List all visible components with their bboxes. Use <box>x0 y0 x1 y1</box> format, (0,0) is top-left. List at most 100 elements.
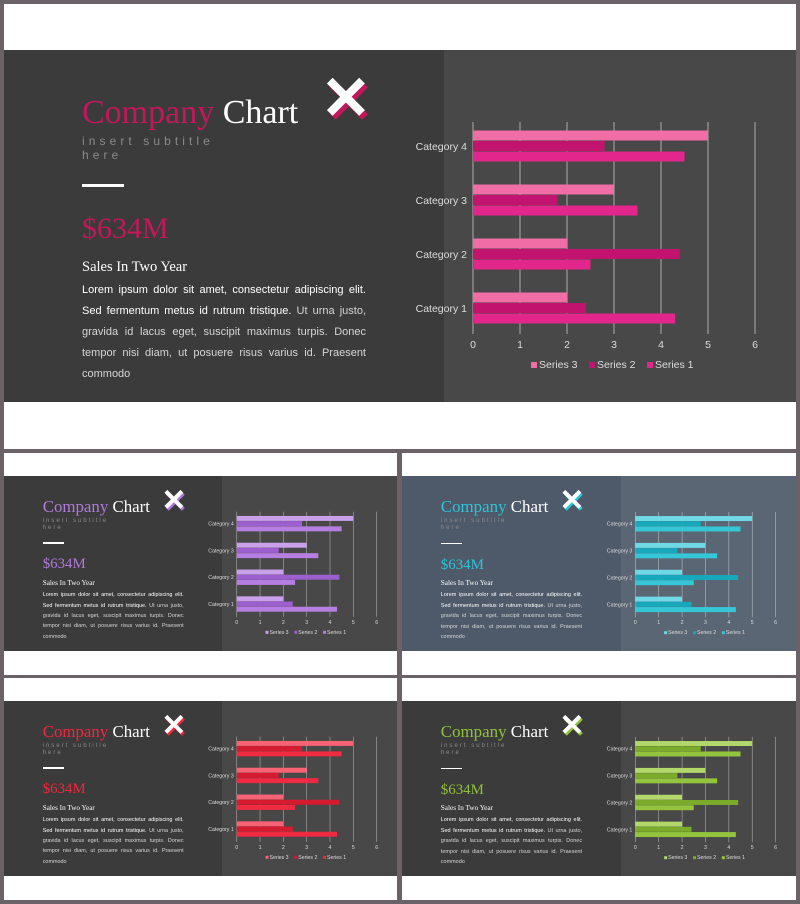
slide-card-red[interactable]: Company Chart insert subtitle here $634M Sa… <box>4 678 397 900</box>
x-tick-label: 2 <box>681 845 684 851</box>
category-label: Category 4 <box>208 747 234 753</box>
category-label: Category 4 <box>607 522 633 528</box>
x-tick-label: 0 <box>634 845 637 851</box>
sales-heading: Sales In Two Year <box>42 579 95 588</box>
body-lead-text: Lorem ipsum dolor sit amet, consectetur … <box>42 592 184 609</box>
bar-series-3-category-4 <box>635 516 753 522</box>
x-tick-label: 5 <box>352 845 355 851</box>
legend-label: Series 1 <box>726 630 745 636</box>
bar-series-3-category-3 <box>236 542 307 548</box>
bar-series-3-category-4 <box>236 515 354 521</box>
slide-background <box>4 701 397 876</box>
bar-series-1-category-2 <box>635 805 694 811</box>
bar-series-3-category-2 <box>236 794 284 800</box>
bar-series-3-category-1 <box>635 596 683 602</box>
body-rest-text: Ut urna justo, gravida id lacus eget, su… <box>440 602 583 641</box>
body-paragraph: Lorem ipsum dolor sit amet, consectetur … <box>43 590 184 642</box>
chart-panel-background <box>444 50 796 402</box>
bar-series-1-category-1 <box>635 607 736 613</box>
slide-card-purple[interactable]: Company Chart insert subtitle here $634M Sa… <box>4 453 397 675</box>
x-tick-label: 1 <box>657 620 660 626</box>
body-lead-text: Lorem ipsum dolor sit amet, consectetur … <box>82 284 366 317</box>
x-tick-label: 2 <box>564 339 570 351</box>
title-divider <box>42 767 64 769</box>
title-colored-word: Company <box>440 721 507 741</box>
legend-label: Series 3 <box>668 855 687 861</box>
slide-subtitle: insert subtitle here <box>42 743 109 757</box>
legend-label: Series 2 <box>597 359 636 371</box>
x-tick-label: 0 <box>634 620 637 626</box>
sales-amount: $634M <box>42 556 86 573</box>
body-lead-text: Lorem ipsum dolor sit amet, consectetur … <box>42 817 184 834</box>
legend-swatch <box>531 362 537 368</box>
chart-panel-background <box>620 476 796 651</box>
slide-title: Company Chart <box>82 96 298 130</box>
legend-label: Series 1 <box>655 359 694 371</box>
category-label: Category 3 <box>416 195 468 207</box>
title-colored-word: Company <box>42 496 109 516</box>
legend-swatch <box>664 856 668 860</box>
bar-series-3-category-2 <box>635 569 683 575</box>
slide-background <box>4 476 397 651</box>
bar-series-1-category-3 <box>635 553 718 559</box>
body-lead-text: Lorem ipsum dolor sit amet, consectetur … <box>440 817 583 834</box>
x-tick-label: 3 <box>704 620 707 626</box>
title-plain-word: Chart <box>222 94 299 131</box>
x-tick-label: 4 <box>329 620 332 626</box>
x-tick-label: 3 <box>305 845 308 851</box>
slide-green: Company Chart insert subtitle here $634M Sa… <box>402 701 796 876</box>
body-paragraph: Lorem ipsum dolor sit amet, consectetur … <box>43 815 184 867</box>
slide-background <box>402 476 796 651</box>
bar-series-2-category-1 <box>635 826 692 832</box>
bar-series-2-category-2 <box>635 574 739 580</box>
bar-series-1-category-1 <box>236 831 338 837</box>
category-label: Category 1 <box>208 827 234 833</box>
slide-card-teal[interactable]: Company Chart insert subtitle here $634M Sa… <box>402 453 796 675</box>
sales-heading: Sales In Two Year <box>440 579 493 588</box>
sales-heading: Sales In Two Year <box>42 804 95 813</box>
legend-label: Series 3 <box>269 630 288 636</box>
slide-subtitle: insert subtitle here <box>42 518 109 532</box>
slide-title: Company Chart <box>42 496 150 516</box>
x-mark-icon <box>326 77 368 120</box>
slide-main: Company Chart insert subtitle here $634M Sa… <box>4 50 796 402</box>
bar-series-2-category-3 <box>635 548 678 554</box>
bar-series-2-category-1 <box>236 601 293 607</box>
bar-series-2-category-4 <box>473 141 605 151</box>
sales-amount: $634M <box>440 556 484 573</box>
x-tick-label: 4 <box>727 620 730 626</box>
legend-swatch <box>323 855 327 859</box>
bar-series-2-category-2 <box>635 799 739 805</box>
bar-series-2-category-1 <box>473 303 586 313</box>
x-tick-label: 0 <box>470 339 476 351</box>
x-tick-label: 6 <box>774 620 777 626</box>
bar-series-2-category-4 <box>236 746 303 752</box>
bar-series-2-category-1 <box>236 826 293 832</box>
bar-series-2-category-3 <box>473 195 558 205</box>
legend-label: Series 2 <box>298 630 317 636</box>
category-label: Category 4 <box>208 522 234 528</box>
bar-series-2-category-1 <box>635 601 692 607</box>
slide-background <box>402 701 796 876</box>
sales-amount: $634M <box>440 781 484 798</box>
category-label: Category 3 <box>208 548 234 554</box>
bar-series-2-category-2 <box>236 799 340 805</box>
title-divider <box>82 184 124 187</box>
title-colored-word: Company <box>82 94 215 131</box>
bar-series-1-category-1 <box>635 832 736 838</box>
bar-series-3-category-2 <box>473 238 567 249</box>
legend-swatch <box>294 855 298 859</box>
category-label: Category 2 <box>416 249 468 261</box>
bar-chart: 0 1 2 3 4 5 6 Category 1 Category 2 Category 3 Cat… <box>607 736 777 861</box>
bar-series-3-category-3 <box>635 767 706 773</box>
bar-series-3-category-2 <box>635 794 683 800</box>
bar-series-3-category-1 <box>236 821 284 827</box>
chart-panel-background <box>620 701 796 876</box>
bar-series-2-category-4 <box>635 746 701 752</box>
bar-series-3-category-3 <box>236 767 307 773</box>
slide-card-main[interactable]: Company Chart insert subtitle here $634M Sa… <box>4 4 796 449</box>
category-label: Category 2 <box>208 800 234 806</box>
x-tick-label: 4 <box>658 339 664 351</box>
slide-card-green[interactable]: Company Chart insert subtitle here $634M Sa… <box>402 678 796 900</box>
title-plain-word: Chart <box>510 496 549 516</box>
